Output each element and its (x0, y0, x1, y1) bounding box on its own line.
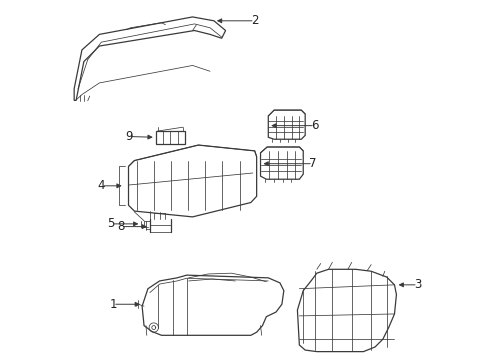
Text: 4: 4 (98, 179, 105, 192)
Text: 1: 1 (109, 298, 117, 311)
Text: 2: 2 (251, 14, 258, 27)
Text: 8: 8 (117, 220, 124, 233)
Text: 6: 6 (311, 119, 318, 132)
Text: 7: 7 (309, 157, 317, 170)
Text: 3: 3 (414, 278, 421, 291)
Text: 5: 5 (107, 217, 115, 230)
Text: 9: 9 (125, 130, 132, 143)
